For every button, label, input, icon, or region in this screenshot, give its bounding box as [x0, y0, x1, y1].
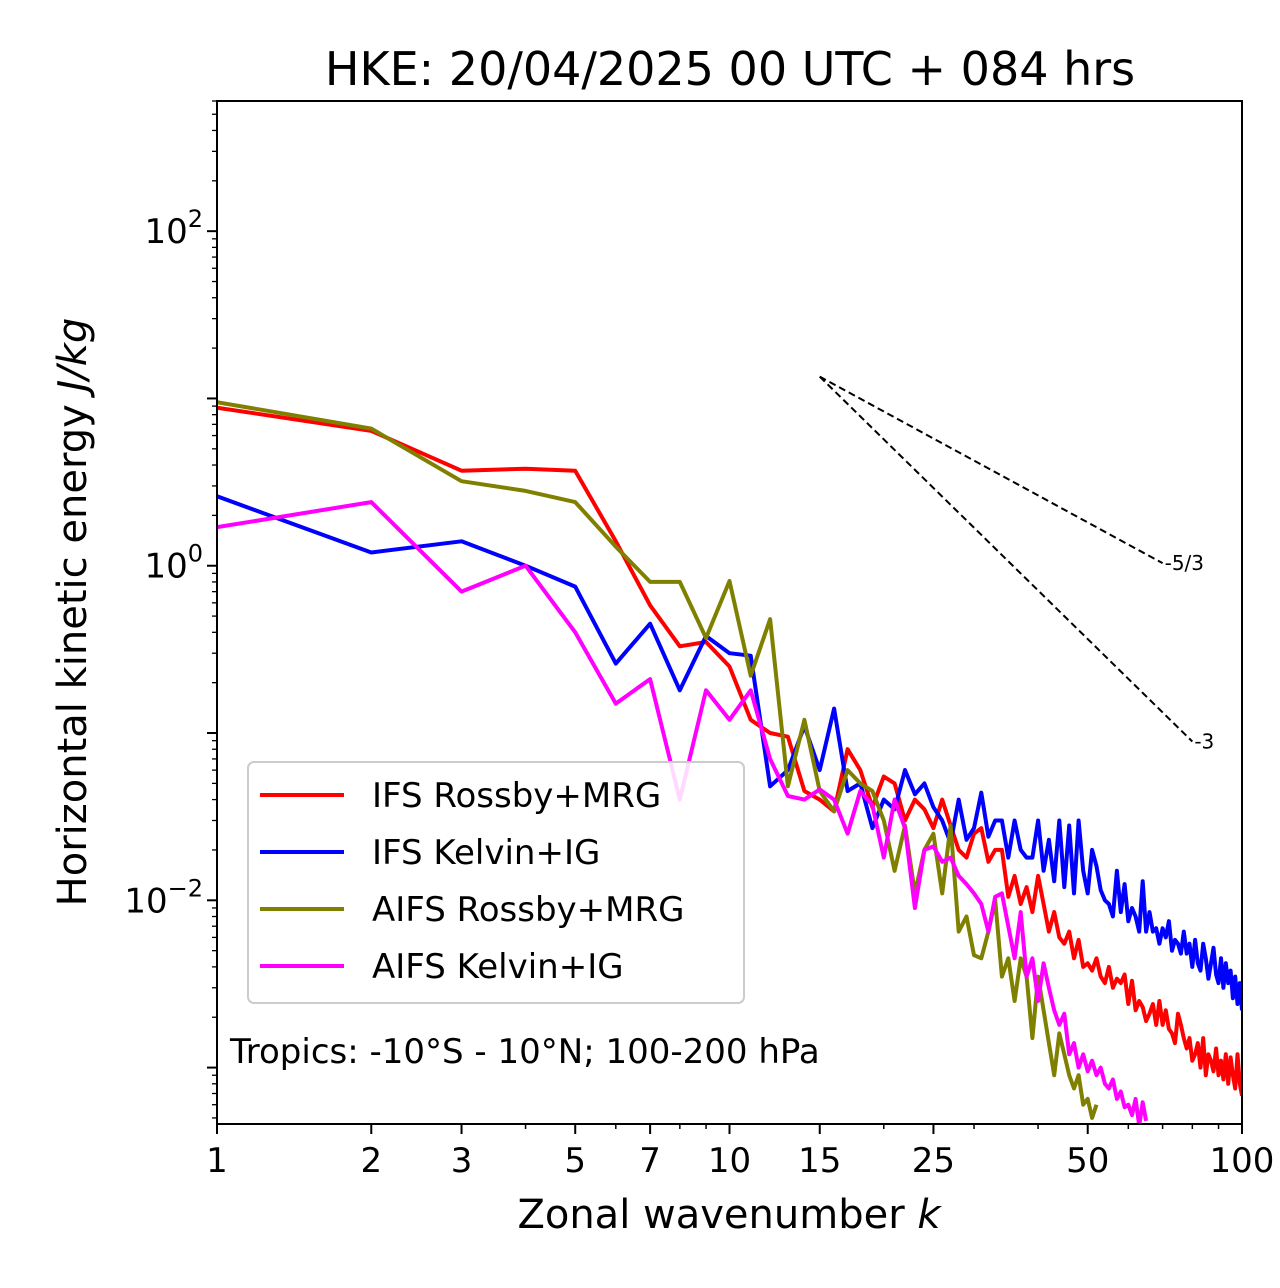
y-axis-label-unit: J/kg	[50, 318, 96, 399]
chart-title: HKE: 20/04/2025 00 UTC + 084 hrs	[325, 42, 1135, 96]
x-tick-label: 10	[708, 1141, 751, 1181]
series-line-ifs-rossby-mrg	[217, 405, 1242, 1096]
x-tick-label: 1	[206, 1141, 228, 1181]
legend-label: IFS Rossby+MRG	[372, 776, 661, 816]
y-axis-label: Horizontal kinetic energy J/kg	[50, 318, 96, 907]
legend-label: IFS Kelvin+IG	[372, 833, 600, 873]
reference-slopes: -5/3 -3	[819, 375, 1214, 753]
x-tick-label: 3	[451, 1141, 473, 1181]
x-tick-label: 25	[912, 1141, 955, 1181]
series-line-ifs-kelvin-ig	[217, 494, 1242, 1011]
y-tick-base: 10	[144, 212, 187, 252]
x-tick-label: 2	[360, 1141, 382, 1181]
reference-slope-line	[819, 375, 1164, 565]
y-tick-exponent: −2	[168, 874, 203, 902]
y-tick-base: 10	[124, 881, 167, 921]
legend-label: AIFS Rossby+MRG	[372, 890, 684, 930]
y-axis-label-text: Horizontal kinetic energy	[50, 404, 96, 906]
legend: IFS Rossby+MRG IFS Kelvin+IG AIFS Rossby+M…	[247, 761, 745, 1004]
x-axis-label: Zonal wavenumber k	[517, 1192, 942, 1238]
y-tick-label: 102	[144, 205, 203, 252]
legend-label: AIFS Kelvin+IG	[372, 947, 624, 987]
series-lines	[217, 400, 1242, 1124]
x-tick-label: 15	[798, 1141, 841, 1181]
y-tick-base: 10	[144, 547, 187, 587]
series-line-aifs-rossby-mrg	[217, 400, 1099, 1120]
reference-slope-label: -5/3	[1165, 551, 1204, 575]
x-axis-label-text: Zonal wavenumber	[517, 1192, 905, 1238]
reference-slope-line	[819, 375, 1194, 743]
x-tick-label: 5	[564, 1141, 586, 1181]
y-tick-exponent: 0	[188, 540, 203, 568]
legend-box	[247, 761, 745, 1004]
series-line-aifs-kelvin-ig	[217, 500, 1149, 1124]
x-tick-label: 100	[1210, 1141, 1275, 1181]
x-axis-ticks: 1 2 3 5 7 10 15 25 50 100	[206, 1124, 1274, 1181]
x-axis-label-var: k	[917, 1192, 942, 1238]
region-annotation: Tropics: -10°S - 10°N; 100-200 hPa	[229, 1032, 820, 1072]
y-tick-exponent: 2	[188, 205, 203, 233]
y-tick-label: 100	[144, 540, 203, 587]
reference-slope-label: -3	[1194, 729, 1214, 753]
y-tick-label: 10−2	[124, 874, 203, 921]
x-tick-label: 50	[1066, 1141, 1109, 1181]
x-tick-label: 7	[639, 1141, 661, 1181]
